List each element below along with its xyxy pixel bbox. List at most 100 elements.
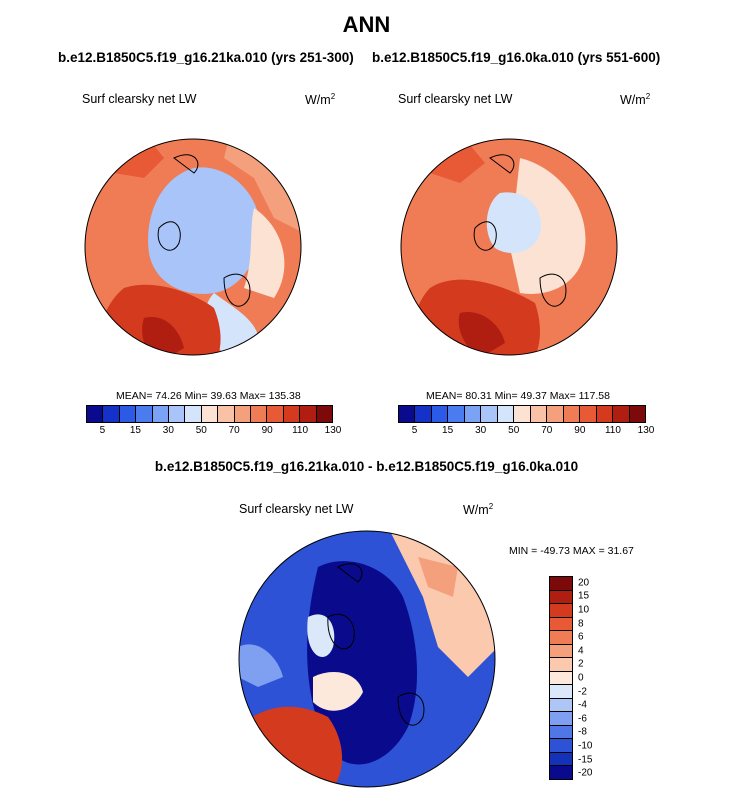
right-polar-map [400,138,618,356]
colorbar-swatch [550,698,572,713]
colorbar-tick-label: 50 [508,425,520,436]
colorbar-swatch [267,406,284,422]
diff-map-border [238,530,496,788]
diff-region-weak-negative [239,644,283,687]
right-case-title: b.e12.B1850C5.f19_g16.0ka.010 (yrs 551-6… [372,50,661,65]
colorbar-swatch [300,406,317,422]
colorbar-tick-label: 30 [475,425,487,436]
colorbar-tick-label: -15 [578,754,593,766]
colorbar-swatch [550,617,572,632]
right-region-land [510,158,586,294]
colorbar-swatch [136,406,153,422]
right-stats: MEAN= 80.31 Min= 49.37 Max= 117.58 [426,390,610,402]
colorbar-swatch [464,406,482,422]
colorbar-tick-label: 15 [442,425,454,436]
right-region-atlantic-core [458,312,505,355]
colorbar-swatch [550,712,572,726]
colorbar-swatch [596,406,614,422]
colorbar-tick-label: 5 [99,425,106,436]
colorbar-tick-label: 4 [578,645,584,657]
right-coastlines [473,154,567,307]
diff-region-positive-patch [418,557,458,597]
colorbar-swatch [448,406,465,422]
colorbar-swatch [87,406,104,422]
colorbar-swatch [399,406,416,422]
diff-colorbar [549,576,573,780]
colorbar-swatch [550,752,572,767]
colorbar-tick-label: 70 [541,425,553,436]
left-variable-label: Surf clearsky net LW [82,92,197,106]
colorbar-tick-label: 8 [578,618,584,630]
diff-colorbar-ticks: 20 15 10 8 6 4 2 0 -2 -4 -6 -8 -10 -15 -20 [578,576,608,778]
figure-title: ANN [342,12,391,37]
left-units-label: W/m2 [305,92,336,108]
left-map-border [84,138,302,356]
colorbar-tick-label: 15 [129,425,141,436]
colorbar-swatch [201,406,219,422]
left-region-eurasia [244,208,285,298]
colorbar-tick-label: -4 [578,699,587,711]
colorbar-swatch [550,658,572,672]
diff-coastlines [327,563,425,726]
diff-stats: MIN = -49.73 MAX = 31.67 [509,545,634,557]
diff-region-deep-negative [307,561,418,765]
right-colorbar [398,405,646,423]
colorbar-swatch [550,725,572,740]
colorbar-swatch [152,406,170,422]
colorbar-tick-label: 15 [578,590,590,602]
right-region-arctic [486,192,541,253]
colorbar-tick-label: 110 [292,425,309,436]
colorbar-swatch [550,577,572,591]
left-colorbar [86,405,333,423]
colorbar-tick-label: 6 [578,631,584,643]
colorbar-tick-label: 130 [637,425,655,436]
colorbar-tick-label: 0 [578,672,584,684]
left-coastlines [157,154,251,307]
colorbar-swatch [547,406,564,422]
diff-units-label: W/m2 [463,502,494,518]
left-region-arctic-ice [148,167,260,294]
colorbar-swatch [550,766,572,779]
colorbar-tick-label: -10 [578,740,593,752]
colorbar-swatch [251,406,268,422]
right-colorbar-ticks: 5 15 30 50 70 90 110 130 [398,423,655,437]
left-case-title: b.e12.B1850C5.f19_g16.21ka.010 (yrs 251-… [58,50,354,65]
colorbar-swatch [514,406,531,422]
colorbar-swatch [550,644,572,659]
colorbar-swatch [580,406,597,422]
colorbar-swatch [550,631,572,645]
colorbar-tick-label: 5 [411,425,418,436]
colorbar-swatch [550,739,572,753]
colorbar-swatch [481,406,498,422]
colorbar-tick-label: 90 [574,425,586,436]
colorbar-swatch [550,590,572,605]
difference-title: b.e12.B1850C5.f19_g16.21ka.010 - b.e12.B… [154,459,579,474]
difference-polar-map [238,530,496,788]
colorbar-swatch [283,406,301,422]
colorbar-swatch [169,406,186,422]
left-colorbar-ticks: 5 15 30 50 70 90 110 130 [86,423,342,437]
colorbar-tick-label: 90 [261,425,273,436]
left-stats: MEAN= 74.26 Min= 39.63 Max= 135.38 [116,390,301,402]
colorbar-tick-label: 2 [578,658,584,670]
colorbar-tick-label: 70 [228,425,240,436]
colorbar-swatch [550,685,572,699]
colorbar-swatch [218,406,235,422]
colorbar-swatch [415,406,432,422]
right-units-label: W/m2 [620,92,651,108]
colorbar-swatch [316,406,333,422]
diff-variable-label: Surf clearsky net LW [239,502,354,516]
colorbar-swatch [103,406,120,422]
colorbar-swatch [185,406,202,422]
colorbar-tick-label: -2 [578,686,587,698]
colorbar-swatch [629,406,646,422]
left-polar-map [84,138,302,356]
right-variable-label: Surf clearsky net LW [398,92,513,106]
colorbar-swatch [497,406,515,422]
colorbar-tick-label: 20 [578,577,590,589]
colorbar-tick-label: 110 [604,425,621,436]
colorbar-swatch [431,406,449,422]
colorbar-tick-label: -6 [578,713,587,725]
colorbar-swatch [550,671,572,686]
colorbar-tick-label: 130 [324,425,342,436]
